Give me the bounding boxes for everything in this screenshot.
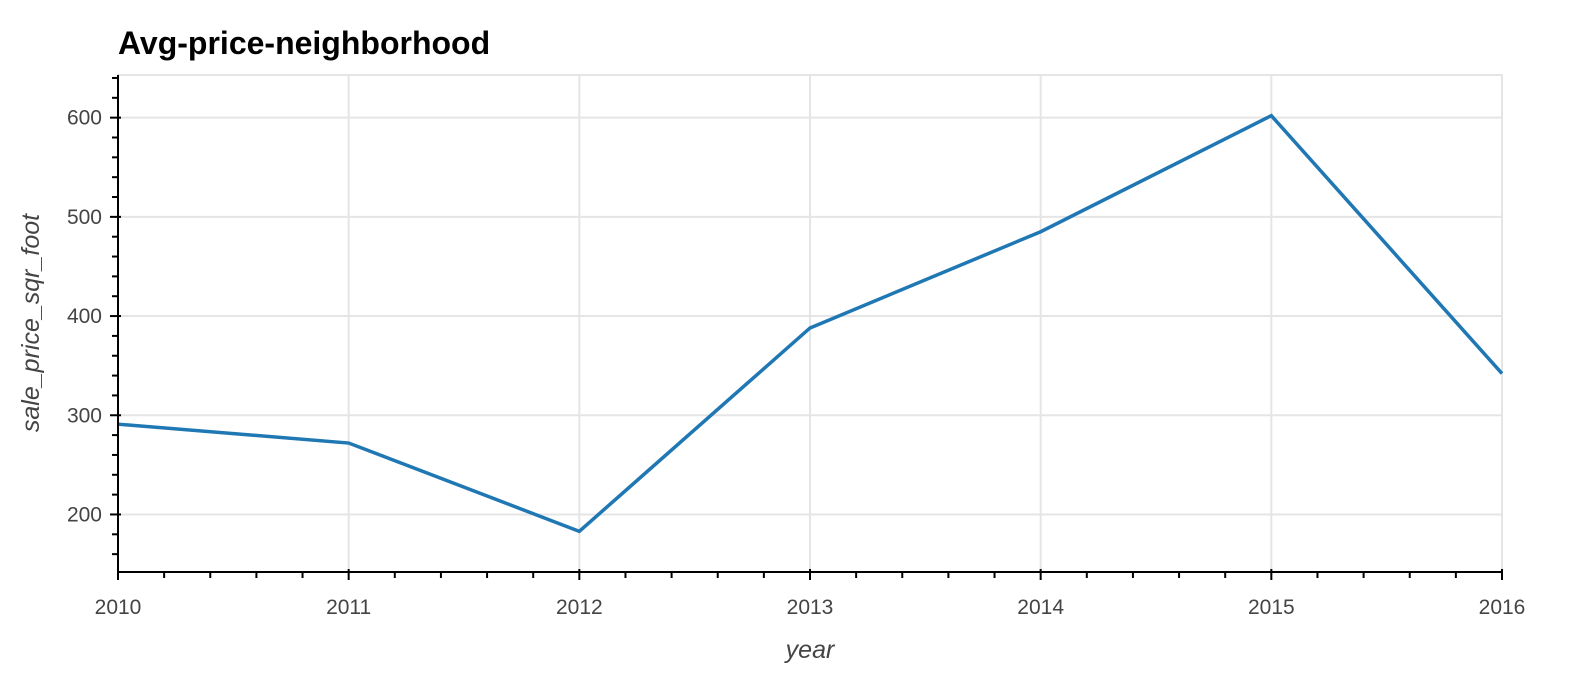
x-axis-label: year (784, 636, 836, 664)
x-tick-label: 2016 (1479, 596, 1526, 619)
x-tick-label: 2011 (326, 596, 371, 619)
tick-labels: 2010 2011 2012 2013 2014 2015 2016 200 300 400 500… (67, 107, 1525, 619)
y-tick-label: 200 (67, 503, 102, 526)
x-tick-label: 2012 (556, 596, 603, 619)
y-tick-label: 500 (67, 206, 102, 229)
y-tick-label: 600 (67, 107, 102, 130)
series-layer (117, 113, 1504, 534)
x-tick-label: 2013 (787, 596, 834, 619)
y-axis-label: sale_price_sqr_foot (17, 213, 45, 432)
chart-title: Avg-price-neighborhood (118, 25, 490, 61)
x-tick-label: 2010 (95, 596, 142, 619)
y-tick-label: 400 (67, 305, 102, 328)
series-line (117, 113, 1504, 534)
x-tick-label: 2015 (1248, 596, 1295, 619)
axes (110, 75, 1503, 580)
y-tick-label: 300 (67, 404, 102, 427)
x-tick-label: 2014 (1017, 596, 1064, 619)
